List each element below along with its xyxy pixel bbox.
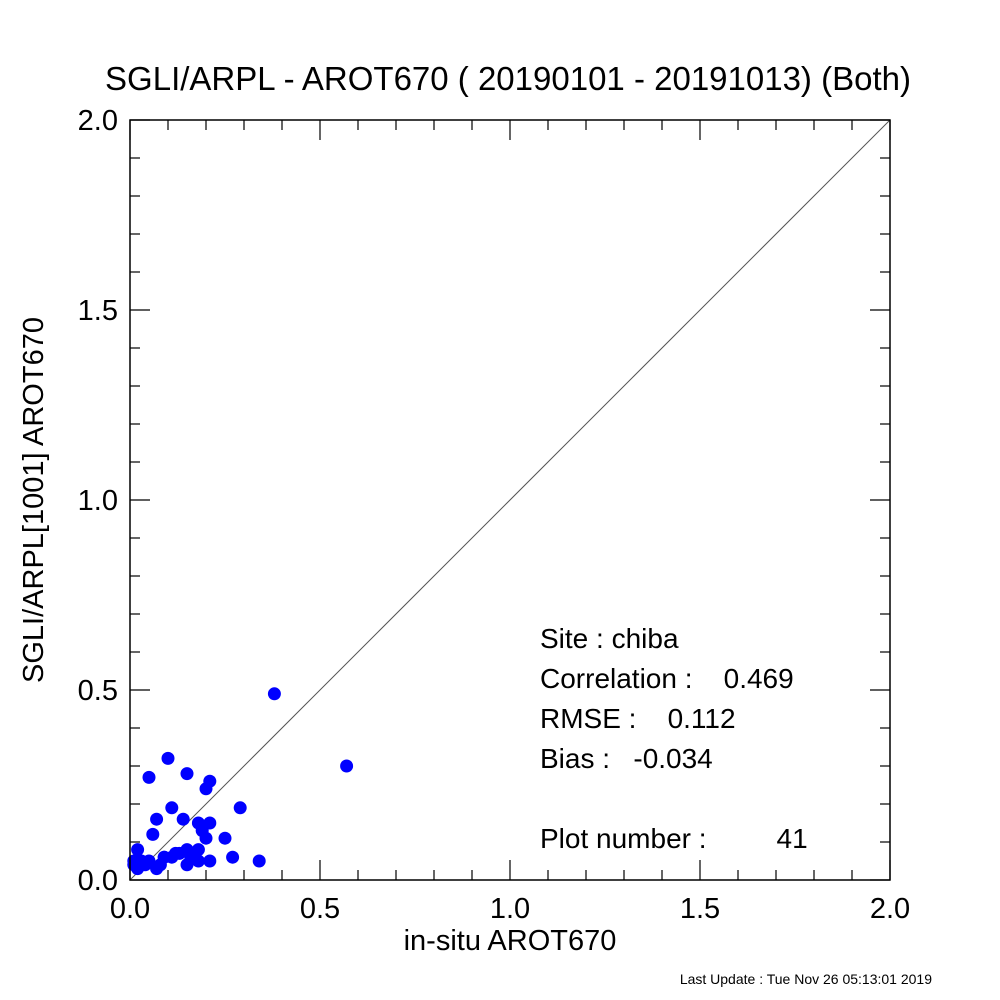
stat-correlation: Correlation : 0.469 <box>540 663 794 694</box>
data-point <box>131 843 145 857</box>
x-tick-label: 2.0 <box>870 893 910 925</box>
y-axis-label: SGLI/ARPL[1001] AROT670 <box>18 317 50 683</box>
chart-title: SGLI/ARPL - AROT670 ( 20190101 - 2019101… <box>105 60 911 97</box>
data-point <box>176 812 190 826</box>
data-point <box>233 801 247 815</box>
data-point <box>252 854 266 868</box>
stat-rmse: RMSE : 0.112 <box>540 703 736 734</box>
plot-area-frame <box>129 119 891 881</box>
data-point <box>218 831 232 845</box>
data-point <box>142 854 156 868</box>
data-point <box>180 767 194 781</box>
x-tick-label: 1.0 <box>490 893 530 925</box>
y-tick-label: 0.0 <box>78 865 118 897</box>
data-point <box>184 850 198 864</box>
y-tick-label: 1.5 <box>78 295 118 327</box>
stat-plot-number: Plot number : 41 <box>540 823 808 854</box>
axis-tick-labels: 0.0 0.5 1.0 1.5 2.0 0.0 0.5 1.0 1.5 2.0 <box>78 105 910 925</box>
x-axis-label: in-situ AROT670 <box>404 925 617 957</box>
data-point <box>142 770 156 784</box>
y-tick-label: 2.0 <box>78 105 118 137</box>
data-point <box>199 782 213 796</box>
data-point <box>267 687 281 701</box>
data-point <box>146 827 160 841</box>
data-point <box>161 751 175 765</box>
stat-bias: Bias : -0.034 <box>540 743 713 774</box>
x-tick-label: 0.0 <box>110 893 150 925</box>
data-point <box>157 850 171 864</box>
y-tick-label: 1.0 <box>78 485 118 517</box>
y-tick-label: 0.5 <box>78 675 118 707</box>
data-point <box>203 854 217 868</box>
stat-site: Site : chiba <box>540 623 679 654</box>
data-points <box>127 687 354 876</box>
data-point <box>226 850 240 864</box>
data-point <box>150 812 164 826</box>
one-to-one-reference-line <box>129 119 891 881</box>
data-point <box>199 831 213 845</box>
data-point <box>165 801 179 815</box>
x-tick-label: 0.5 <box>300 893 340 925</box>
data-point <box>169 846 183 860</box>
x-tick-label: 1.5 <box>680 893 720 925</box>
data-point <box>340 759 354 773</box>
last-update-footer: Last Update : Tue Nov 26 05:13:01 2019 <box>680 971 932 987</box>
